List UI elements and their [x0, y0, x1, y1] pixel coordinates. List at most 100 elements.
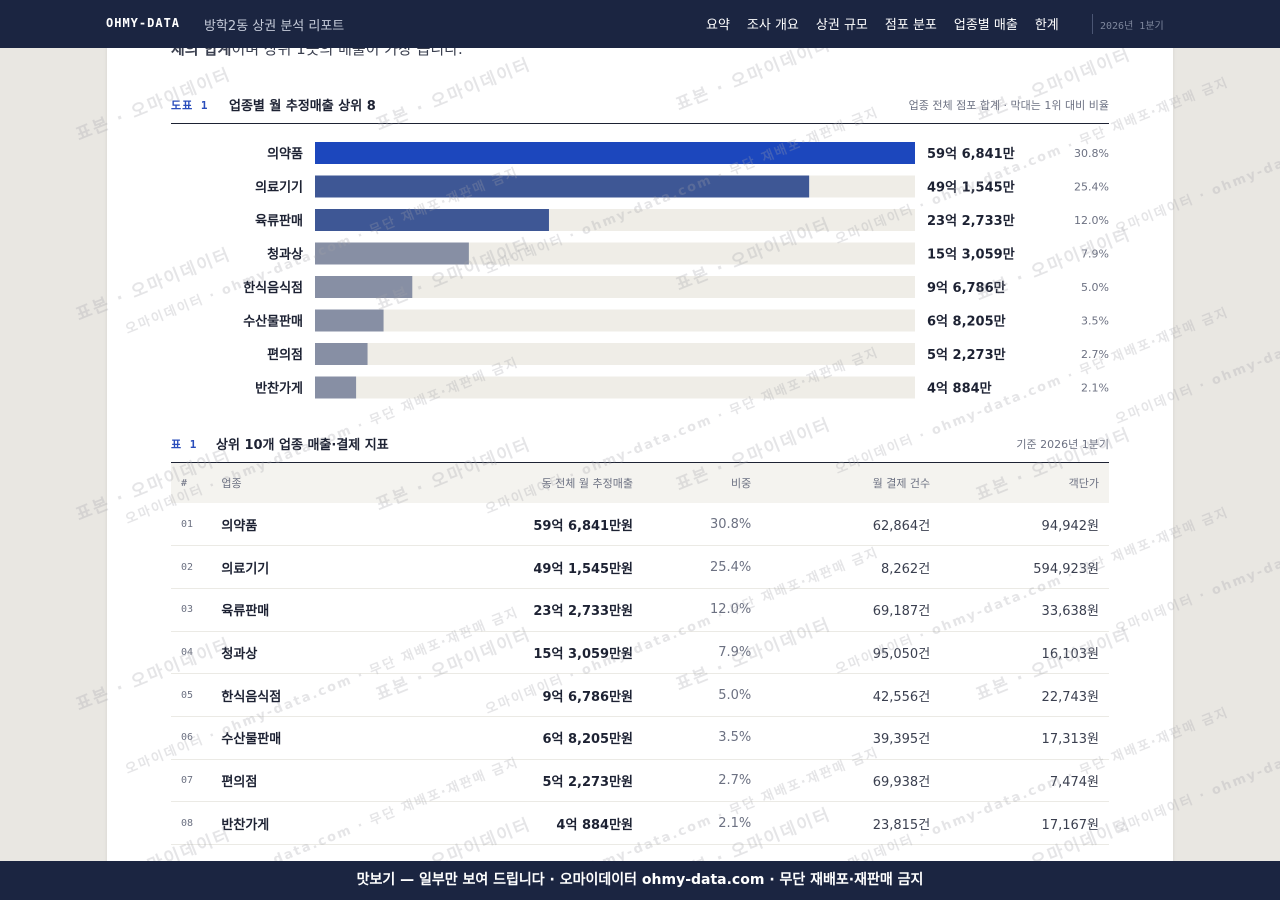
- sales-table: # 업종 동 전체 월 추정매출 비중 월 결제 건수 객단가 01 의약품 59억…: [171, 463, 1109, 845]
- cell-rank: 06: [171, 716, 212, 760]
- table-body: 01 의약품 59억 6,841만원 30.8% 62,864건 94,942원 02 의료기…: [171, 503, 1109, 845]
- bar: [315, 242, 469, 265]
- cell-share: 2.7%: [643, 759, 762, 803]
- nav-period: 2026년 1분기: [1100, 21, 1164, 32]
- cell-avg-spend: 16,103원: [940, 631, 1109, 675]
- cell-avg-spend: 7,474원: [940, 759, 1109, 803]
- cell-avg-spend: 94,942원: [940, 503, 1109, 547]
- bar-share-label: 2.7%: [1081, 348, 1109, 361]
- bar-label: 한식음식점: [243, 280, 303, 296]
- col-header-sales: 동 전체 월 추정매출: [373, 463, 644, 503]
- bar-share-label: 3.5%: [1081, 315, 1109, 328]
- cell-industry: 의약품: [211, 503, 374, 547]
- bar-value-label: 49억 1,545만: [927, 180, 1015, 196]
- cell-sales: 4억 884만원: [373, 801, 644, 845]
- cell-share: 30.8%: [643, 503, 762, 547]
- table-row: 02 의료기기 49억 1,545만원 25.4% 8,262건 594,923원: [171, 545, 1109, 589]
- nav-link-overview[interactable]: 조사 개요: [746, 18, 799, 33]
- table-row: 01 의약품 59억 6,841만원 30.8% 62,864건 94,942원: [171, 503, 1109, 547]
- cell-industry: 의료기기: [211, 545, 374, 589]
- bar-share-label: 25.4%: [1074, 181, 1109, 194]
- bar-track: [315, 309, 915, 332]
- cell-rank: 04: [171, 631, 212, 675]
- cell-share: 25.4%: [643, 545, 762, 589]
- col-header-payments: 월 결제 건수: [761, 463, 941, 503]
- nav-divider: [1092, 14, 1093, 34]
- cell-avg-spend: 17,167원: [940, 801, 1109, 845]
- table-row: 07 편의점 5억 2,273만원 2.7% 69,938건 7,474원: [171, 759, 1109, 803]
- table-note: 기준 2026년 1분기: [1016, 438, 1109, 451]
- table-row: 06 수산물판매 6억 8,205만원 3.5% 39,395건 17,313원: [171, 716, 1109, 760]
- figure-note: 업종 전체 점포 합계 · 막대는 1위 대비 비율: [908, 99, 1109, 112]
- col-header-rank: #: [171, 463, 212, 503]
- bar: [315, 209, 549, 231]
- bar: [315, 343, 368, 365]
- bar-value-label: 6억 8,205만: [927, 314, 1006, 330]
- bar-track: [315, 276, 915, 298]
- bar-share-label: 7.9%: [1081, 248, 1109, 261]
- cell-industry: 반찬가게: [211, 801, 374, 845]
- bar-value-label: 59억 6,841만: [927, 146, 1015, 162]
- figure-number: 도표 1: [171, 99, 209, 112]
- cell-sales: 9억 6,786만원: [373, 673, 644, 717]
- cell-payments: 69,938건: [761, 759, 941, 803]
- preview-banner: 맛보기 — 일부만 보여 드립니다 · 오마이데이터 ohmy-data.com…: [0, 861, 1280, 900]
- cell-rank: 08: [171, 801, 212, 845]
- cell-sales: 5억 2,273만원: [373, 759, 644, 803]
- cell-avg-spend: 22,743원: [940, 673, 1109, 717]
- cell-share: 7.9%: [643, 631, 762, 675]
- cell-sales: 15억 3,059만원: [373, 631, 644, 675]
- cell-share: 5.0%: [643, 673, 762, 717]
- bar-track: [315, 376, 915, 399]
- nav-links: 요약 조사 개요 상권 규모 점포 분포 업종별 매출 한계: [706, 14, 1076, 33]
- cell-payments: 23,815건: [761, 801, 941, 845]
- cell-rank: 05: [171, 673, 212, 717]
- bar-share-label: 30.8%: [1074, 147, 1109, 160]
- cell-avg-spend: 17,313원: [940, 716, 1109, 760]
- bar-label: 청과상: [267, 247, 303, 263]
- table-title: 상위 10개 업종 매출·결제 지표: [216, 438, 389, 453]
- nav-link-market-size[interactable]: 상권 규모: [815, 18, 868, 33]
- nav-link-store-distribution[interactable]: 점포 분포: [884, 18, 937, 33]
- cell-sales: 59억 6,841만원: [373, 503, 644, 547]
- cell-share: 12.0%: [643, 588, 762, 632]
- table-row: 08 반찬가게 4억 884만원 2.1% 23,815건 17,167원: [171, 801, 1109, 845]
- bar: [315, 276, 413, 298]
- col-header-avg-spend: 객단가: [940, 463, 1109, 503]
- cell-industry: 한식음식점: [211, 673, 374, 717]
- nav-link-limitations[interactable]: 한계: [1034, 18, 1059, 33]
- cell-share: 3.5%: [643, 716, 762, 760]
- table-header-row: # 업종 동 전체 월 추정매출 비중 월 결제 건수 객단가: [171, 463, 1109, 503]
- cell-industry: 편의점: [211, 759, 374, 803]
- bar-label: 육류판매: [255, 213, 303, 229]
- cell-payments: 69,187건: [761, 588, 941, 632]
- bar: [315, 175, 810, 198]
- report-page: 체의 합계이며 상위 1곳의 매출이 가장 큽니다. 도표 1 업종별 월 추정…: [107, 0, 1173, 900]
- report-title: 방학2동 상권 분석 리포트: [204, 19, 345, 34]
- cell-avg-spend: 33,638원: [940, 588, 1109, 632]
- bar-value-label: 5억 2,273만: [927, 347, 1006, 363]
- table-heading: 표 1 상위 10개 업종 매출·결제 지표 기준 2026년 1분기: [171, 432, 1109, 463]
- cell-avg-spend: 594,923원: [940, 545, 1109, 589]
- cell-payments: 62,864건: [761, 503, 941, 547]
- bar-label: 의약품: [267, 146, 303, 162]
- table-row: 04 청과상 15억 3,059만원 7.9% 95,050건 16,103원: [171, 631, 1109, 675]
- cell-industry: 청과상: [211, 631, 374, 675]
- cell-payments: 95,050건: [761, 631, 941, 675]
- bar-value-label: 23억 2,733만: [927, 213, 1015, 229]
- bar-share-label: 2.1%: [1081, 382, 1109, 395]
- cell-rank: 02: [171, 545, 212, 589]
- brand-logo[interactable]: OHMY-DATA: [106, 16, 181, 30]
- nav-link-summary[interactable]: 요약: [706, 18, 730, 33]
- bar-label: 반찬가게: [255, 381, 303, 397]
- table-row: 03 육류판매 23억 2,733만원 12.0% 69,187건 33,638원: [171, 588, 1109, 632]
- bar: [315, 376, 357, 399]
- cell-sales: 49억 1,545만원: [373, 545, 644, 589]
- bar-track: [315, 343, 915, 365]
- bar-value-label: 4억 884만: [927, 381, 992, 397]
- sales-bar-chart: 의약품 59억 6,841만 30.8% 의료기기 49억 1,545만 25.4% 육류판…: [243, 142, 1109, 399]
- cell-industry: 육류판매: [211, 588, 374, 632]
- cell-rank: 07: [171, 759, 212, 803]
- col-header-share: 비중: [643, 463, 762, 503]
- nav-link-sales-by-industry[interactable]: 업종별 매출: [953, 18, 1018, 33]
